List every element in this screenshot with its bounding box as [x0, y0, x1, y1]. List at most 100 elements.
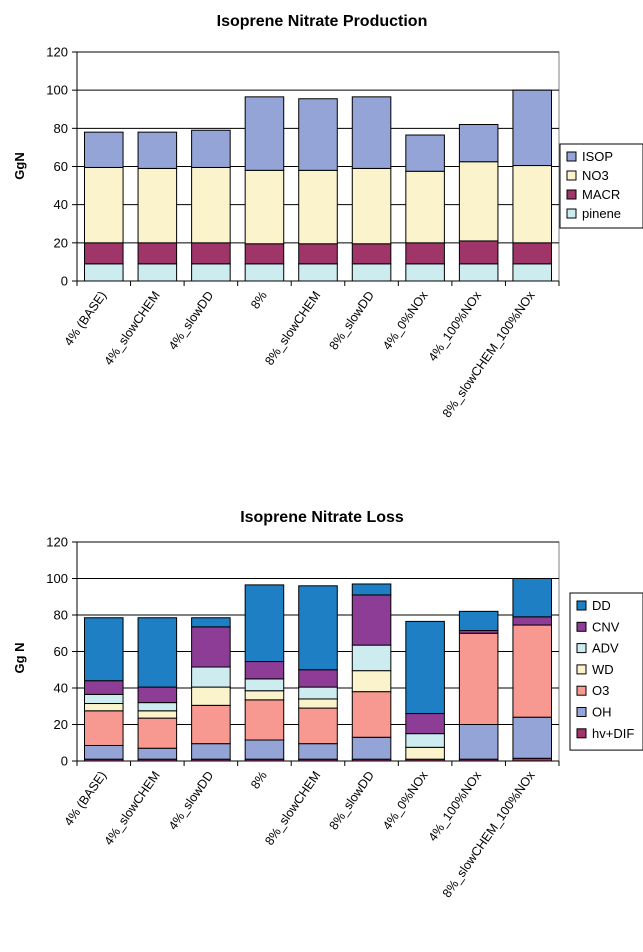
- bar-segment-macr-8-slowchem-100-nox: [512, 242, 553, 265]
- bar-segment-isop-4-100-nox: [458, 124, 499, 163]
- y-tick-label: 100: [46, 571, 68, 586]
- bar-segment-wd-4-slowdd: [191, 686, 231, 706]
- y-tick-label: 120: [46, 535, 68, 550]
- legend-label-dd: DD: [592, 598, 611, 613]
- bar-segment-pinene-4-base: [83, 263, 124, 282]
- x-tick-label: 8%_slowCHEM: [262, 769, 323, 848]
- bar-segment-o3-8-slowchem: [298, 707, 338, 745]
- bar-segment-no3-8-slowchem-100-nox: [512, 165, 553, 244]
- bar-segment-dd-8: [244, 584, 285, 663]
- bar-segment-pinene-8-slowchem: [298, 263, 338, 282]
- bar-segment-pinene-4-slowchem: [137, 263, 178, 282]
- legend-label-pinene: pinene: [582, 206, 621, 221]
- bar-segment-oh-8-slowchem: [298, 743, 338, 760]
- y-tick-label: 20: [54, 235, 68, 250]
- x-tick-label: 8%: [248, 769, 270, 792]
- bar-segment-wd-8: [244, 690, 285, 701]
- legend-label-isop: ISOP: [582, 149, 613, 164]
- bar-segment-adv-4-0-nox: [405, 733, 445, 748]
- bar-segment-dd-8-slowdd: [351, 583, 392, 596]
- legend-label-oh: OH: [592, 705, 612, 720]
- bar-segment-no3-4-100-nox: [458, 161, 499, 242]
- x-tick-label: 4%_slowDD: [166, 769, 217, 833]
- bar-segment-cnv-4-0-nox: [405, 713, 445, 735]
- bar-segment-isop-8: [244, 96, 285, 171]
- bar-segment-pinene-8: [244, 263, 285, 282]
- legend-label-hv-dif: hv+DIF: [592, 726, 634, 741]
- bar-segment-o3-8-slowdd: [351, 691, 392, 738]
- bar-segment-isop-4-base: [83, 131, 124, 168]
- bar-segment-dd-8-slowchem: [298, 585, 338, 671]
- bar-segment-cnv-8: [244, 661, 285, 680]
- legend-label-cnv: CNV: [592, 619, 620, 634]
- bar-segment-adv-4-slowchem: [137, 702, 178, 712]
- y-tick-label: 60: [54, 644, 68, 659]
- y-axis-label: GgN: [12, 152, 27, 179]
- legend-swatch-dd: [576, 600, 587, 611]
- x-tick-label: 4%_0%NOx: [380, 288, 431, 352]
- bar-segment-macr-4-0-nox: [405, 242, 445, 265]
- bar-segment-pinene-8-slowchem-100-nox: [512, 263, 553, 282]
- x-tick-label: 8%_slowCHEM: [262, 289, 323, 368]
- bar-segment-macr-4-base: [83, 242, 124, 265]
- x-tick-label: 4%_slowCHEM: [102, 289, 163, 368]
- bar-segment-o3-4-slowchem: [137, 717, 178, 749]
- x-tick-label: 4% (BASE): [62, 769, 110, 829]
- y-tick-label: 0: [61, 754, 68, 769]
- bar-segment-oh-8: [244, 739, 285, 760]
- bar-segment-isop-4-slowdd: [191, 129, 231, 168]
- bar-segment-dd-4-slowdd: [191, 617, 231, 628]
- bar-segment-o3-8: [244, 699, 285, 741]
- y-tick-label: 80: [54, 121, 68, 136]
- legend-label-macr: MACR: [582, 187, 620, 202]
- bar-segment-cnv-8-slowchem-100-nox: [512, 616, 553, 626]
- loss-chart: Isoprene Nitrate Loss Gg N 0 20 40 60 80 100 120…: [12, 509, 643, 900]
- y-tick-label: 40: [54, 681, 68, 696]
- y-axis-label: Gg N: [12, 642, 27, 673]
- bar-segment-dd-4-base: [83, 617, 124, 682]
- bar-segment-oh-4-100-nox: [458, 724, 499, 760]
- bar-segment-wd-4-0-nox: [405, 746, 445, 760]
- y-tick-label: 0: [61, 274, 68, 289]
- bar-segment-oh-8-slowdd: [351, 736, 392, 760]
- bar-segment-o3-4-100-nox: [458, 632, 499, 725]
- bar-segment-cnv-4-slowchem: [137, 686, 178, 704]
- production-chart: Isoprene Nitrate Production GgN 0 20 40 60 80 1…: [12, 13, 643, 420]
- bar-segment-macr-4-slowdd: [191, 242, 231, 265]
- bar-segment-pinene-8-slowdd: [351, 263, 392, 282]
- bar-segment-isop-8-slowdd: [351, 96, 392, 169]
- bar-segment-no3-8: [244, 169, 285, 245]
- bar-segment-pinene-4-slowdd: [191, 263, 231, 282]
- legend-label-no3: NO3: [582, 168, 609, 183]
- bar-segment-dd-4-0-nox: [405, 620, 445, 715]
- bar-segment-adv-8: [244, 678, 285, 692]
- x-tick-label: 8%: [248, 289, 270, 312]
- chart-title: Isoprene Nitrate Production: [217, 13, 428, 30]
- bar-segment-adv-8-slowchem: [298, 686, 338, 700]
- bar-segment-macr-4-100-nox: [458, 240, 499, 265]
- x-tick-label: 8%_slowCHEM_100%NOx: [440, 288, 538, 420]
- x-tick-label: 4%_100%NOx: [426, 288, 485, 364]
- bar-segment-oh-4-slowchem: [137, 747, 178, 760]
- bar-segment-dd-8-slowchem-100-nox: [512, 578, 553, 618]
- bar-segment-no3-8-slowchem: [298, 169, 338, 245]
- bar-segment-adv-8-slowdd: [351, 644, 392, 672]
- x-tick-label: 4% (BASE): [62, 289, 110, 349]
- chart-title: Isoprene Nitrate Loss: [240, 509, 404, 526]
- x-tick-label: 4%_slowCHEM: [102, 769, 163, 848]
- legend-swatch-macr: [566, 189, 577, 200]
- bar-segment-oh-4-base: [83, 744, 124, 760]
- bar-segment-dd-4-100-nox: [458, 610, 499, 632]
- x-tick-label: 4%_100%NOx: [426, 768, 485, 844]
- bar-segment-macr-8-slowdd: [351, 243, 392, 265]
- bar-segment-no3-4-slowdd: [191, 166, 231, 244]
- bar-segment-pinene-4-0-nox: [405, 263, 445, 282]
- bar-segment-no3-4-0-nox: [405, 170, 445, 244]
- y-tick-label: 120: [46, 45, 68, 60]
- bar-segment-macr-8-slowchem: [298, 243, 338, 265]
- bar-segment-oh-8-slowchem-100-nox: [512, 716, 553, 759]
- bar-segment-isop-8-slowchem: [298, 98, 338, 171]
- y-tick-label: 80: [54, 608, 68, 623]
- legend-swatch-adv: [576, 643, 587, 654]
- legend-swatch-wd: [576, 664, 587, 675]
